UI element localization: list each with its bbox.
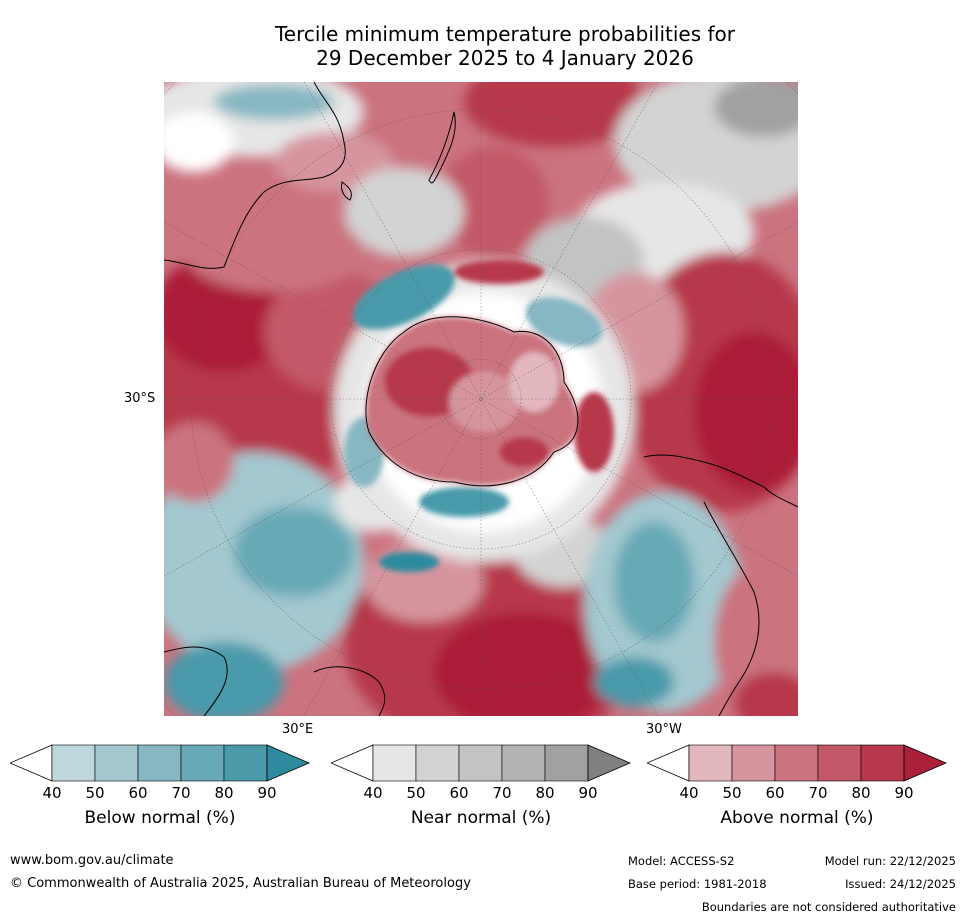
- colorbar-above-tick-label: 40: [679, 784, 699, 802]
- south-america-north-coast: [643, 454, 798, 508]
- colorbar-below-tick-label: 50: [85, 784, 105, 802]
- colorbar-near-right-arrow: [587, 744, 632, 782]
- tasmania-coast: [341, 181, 352, 201]
- graticule: [164, 82, 798, 716]
- colorbar-near-title: Near normal (%): [410, 808, 552, 828]
- colorbar-below-segment: [51, 744, 96, 782]
- footer-copyright: © Commonwealth of Australia 2025, Austra…: [10, 876, 471, 891]
- south-america-east-coast: [703, 501, 760, 716]
- colorbar-near-tick-label: 80: [535, 784, 555, 802]
- colorbar-above-segment: [860, 744, 905, 782]
- colorbar-above-tick-label: 50: [722, 784, 742, 802]
- colorbar-near-segment: [372, 744, 417, 782]
- colorbar-above-tick-label: 70: [808, 784, 828, 802]
- colorbar-near-tick-label: 40: [363, 784, 383, 802]
- colorbar-near-tick-label: 70: [492, 784, 512, 802]
- colorbar-below-segment: [180, 744, 225, 782]
- colorbar-near-segment: [415, 744, 460, 782]
- colorbar-above-tick-label: 90: [894, 784, 914, 802]
- colorbar-near-svg: [329, 744, 632, 782]
- colorbar-below-segment: [94, 744, 139, 782]
- colorbar-below-tick-label: 60: [128, 784, 148, 802]
- footer-disclaimer: Boundaries are not considered authoritat…: [701, 900, 956, 914]
- madagascar-coast: [313, 666, 386, 716]
- colorbar-above-segment: [774, 744, 819, 782]
- colorbar-near-tick-label: 90: [578, 784, 598, 802]
- colorbar-above-svg: [645, 744, 948, 782]
- antarctica-coastline: [365, 316, 579, 487]
- title-line-2: 29 December 2025 to 4 January 2026: [316, 46, 694, 70]
- antarctica-field: [365, 316, 578, 486]
- map-svg: [164, 82, 798, 716]
- colorbar-near-left-arrow: [329, 744, 374, 782]
- footer-base-period: Base period: 1981-2018: [628, 877, 767, 891]
- colorbar-above-tick-label: 60: [765, 784, 785, 802]
- colorbar-below-segment: [137, 744, 182, 782]
- colorbar-near-segment: [544, 744, 589, 782]
- coastlines: [164, 82, 798, 716]
- title-line-1: Tercile minimum temperature probabilitie…: [274, 22, 736, 46]
- field-blobs: [164, 82, 798, 716]
- lon-label-30w: 30°W: [646, 722, 682, 737]
- colorbar-below-segment: [223, 744, 268, 782]
- colorbar-above-right-arrow: [903, 744, 948, 782]
- colorbar-near-tick-label: 50: [406, 784, 426, 802]
- new-zealand-coast: [428, 111, 456, 184]
- colorbar-above-segment: [688, 744, 733, 782]
- footer-model-run: Model run: 22/12/2025: [824, 854, 956, 868]
- probability-map: [164, 82, 798, 716]
- colorbar-above-left-arrow: [645, 744, 690, 782]
- colorbar-above-title: Above normal (%): [720, 808, 874, 828]
- colorbar-below-tick-label: 70: [171, 784, 191, 802]
- colorbar-above-segment: [731, 744, 776, 782]
- colorbar-below-svg: [8, 744, 311, 782]
- colorbar-near-tick-label: 60: [449, 784, 469, 802]
- colorbar-above: 40 50 60 70 80 90: [645, 744, 948, 824]
- lat-label-30s: 30°S: [124, 391, 156, 406]
- colorbar-below-right-arrow: [266, 744, 311, 782]
- colorbar-above-segment: [817, 744, 862, 782]
- lon-label-30e: 30°E: [282, 722, 314, 737]
- colorbar-below-tick-label: 40: [42, 784, 62, 802]
- colorbar-below-title: Below normal (%): [84, 808, 236, 828]
- footer-website: www.bom.gov.au/climate: [10, 853, 174, 868]
- australia-coast: [164, 82, 346, 269]
- colorbar-near-segment: [458, 744, 503, 782]
- colorbar-below: 40 50 60 70 80 90: [8, 744, 311, 824]
- footer-model: Model: ACCESS-S2: [628, 854, 735, 868]
- colorbar-below-left-arrow: [8, 744, 53, 782]
- colorbar-near-segment: [501, 744, 546, 782]
- map-title: Tercile minimum temperature probabilitie…: [160, 22, 850, 70]
- colorbar-above-tick-label: 80: [851, 784, 871, 802]
- colorbar-below-tick-label: 90: [257, 784, 277, 802]
- colorbar-near: 40 50 60 70 80 90: [329, 744, 632, 824]
- africa-coast: [164, 646, 228, 716]
- footer-issued: Issued: 24/12/2025: [845, 877, 956, 891]
- colorbar-below-tick-label: 80: [214, 784, 234, 802]
